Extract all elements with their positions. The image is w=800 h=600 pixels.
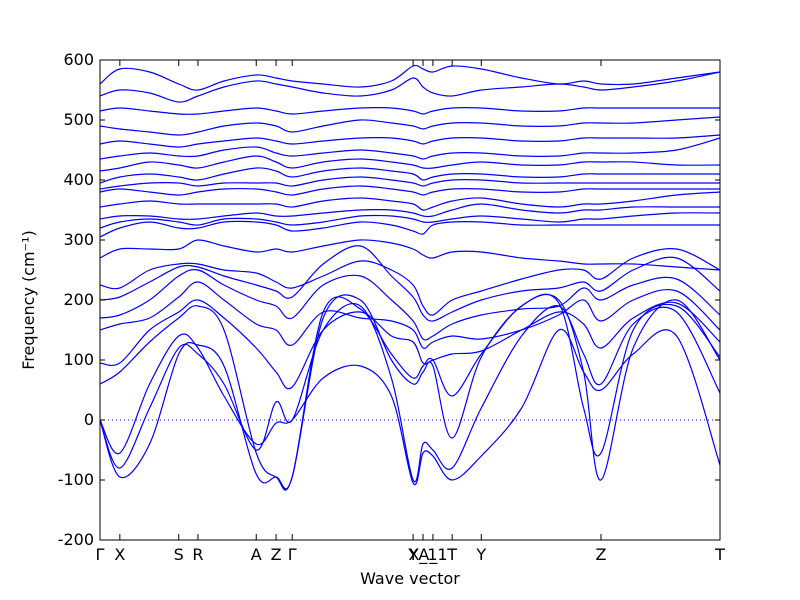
x-tick-label: Γ xyxy=(96,545,105,564)
band-line-9 xyxy=(99,248,721,316)
band-line-6 xyxy=(99,281,721,349)
band-line-3 xyxy=(99,293,721,490)
band-curves xyxy=(99,64,721,491)
y-tick-label: 0 xyxy=(84,410,94,429)
x-tick-label: T xyxy=(446,545,457,564)
band-line-7 xyxy=(99,269,721,341)
y-axis-label: Frequency (cm⁻¹) xyxy=(19,230,38,369)
x-tick-label: Y xyxy=(407,545,418,564)
x-tick-label: Γ xyxy=(288,545,297,564)
band-line-5 xyxy=(99,299,721,390)
band-line-10 xyxy=(99,239,721,271)
band-line-17 xyxy=(99,167,720,184)
x-tick-label: S xyxy=(174,545,184,564)
x-tick-label: R xyxy=(192,545,203,564)
band-line-24 xyxy=(99,64,721,91)
x-axis-ticks: Γ X S R A Z Γ YX_1A_1 T Y Z T xyxy=(96,60,725,565)
band-line-15 xyxy=(99,185,720,196)
band-line-16 xyxy=(99,176,720,190)
band-line-12 xyxy=(99,212,721,229)
x-tick-label: X_1 xyxy=(408,545,437,565)
band-line-19 xyxy=(99,137,721,160)
x-tick-label: X xyxy=(114,545,125,564)
band-line-23 xyxy=(99,71,721,103)
band-line-2 xyxy=(99,303,721,483)
x-tick-label: A xyxy=(251,545,262,564)
y-tick-label: 400 xyxy=(63,170,94,189)
y-tick-label: -100 xyxy=(58,470,94,489)
x-axis-label: Wave vector xyxy=(360,569,460,588)
band-line-11 xyxy=(99,220,720,238)
x-tick-label: Z xyxy=(595,545,606,564)
band-line-13 xyxy=(99,203,720,220)
y-tick-label: 200 xyxy=(63,290,94,309)
y-tick-label: -200 xyxy=(58,530,94,549)
band-line-18 xyxy=(99,155,721,172)
y-tick-label: 600 xyxy=(63,50,94,69)
plot-frame xyxy=(99,59,721,541)
band-line-1 xyxy=(99,329,721,486)
band-line-20 xyxy=(99,134,721,148)
band-line-22 xyxy=(99,107,720,115)
x-tick-label: A_1 xyxy=(418,545,447,565)
y-tick-label: 500 xyxy=(63,110,94,129)
band-line-8 xyxy=(99,245,721,322)
y-tick-label: 300 xyxy=(63,230,94,249)
x-tick-label: Y xyxy=(475,545,486,564)
x-tick-label: T xyxy=(714,545,725,564)
band-line-14 xyxy=(99,191,721,211)
y-axis-ticks: -200 -100 0 100 200 300 400 500 600 xyxy=(58,50,720,549)
x-tick-label: Z xyxy=(271,545,282,564)
y-tick-label: 100 xyxy=(63,350,94,369)
band-line-4 xyxy=(99,293,721,491)
band-line-21 xyxy=(99,116,721,136)
